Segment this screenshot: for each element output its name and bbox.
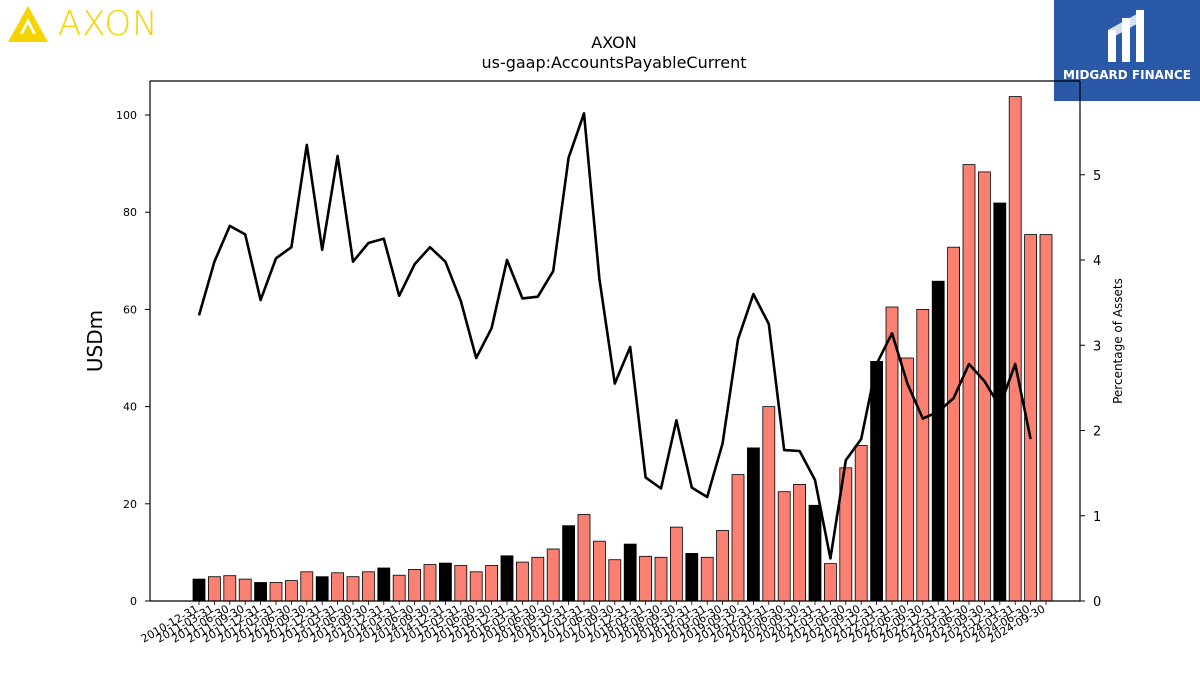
bar	[438, 562, 452, 602]
bar	[808, 504, 822, 602]
bar	[500, 555, 514, 602]
axon-logo-icon	[8, 6, 48, 42]
bar	[238, 578, 252, 602]
bar	[762, 406, 776, 602]
bar	[577, 514, 591, 602]
bar	[593, 540, 606, 602]
bar	[870, 360, 883, 602]
bar	[531, 556, 545, 602]
bar	[716, 530, 729, 602]
y-tick-label: 60	[123, 303, 137, 316]
bar	[454, 565, 468, 602]
y-tick-label: 20	[123, 498, 137, 511]
bar	[623, 543, 637, 602]
bar	[639, 555, 652, 602]
bar	[747, 447, 760, 602]
series-line	[197, 112, 1032, 560]
bar	[485, 565, 499, 602]
bar	[207, 576, 221, 602]
y2-axis-label: Percentage of Assets	[1111, 278, 1125, 404]
bar	[423, 564, 437, 602]
bar	[685, 553, 699, 602]
bar	[469, 571, 483, 602]
axon-logo-text: AXON	[58, 4, 159, 44]
midgard-logo-icon	[1108, 10, 1144, 62]
y-tick-label: 80	[123, 206, 137, 219]
y2-tick-label: 3	[1093, 339, 1101, 354]
bar	[361, 571, 375, 602]
chart-subtitle: us-gaap:AccountsPayableCurrent	[481, 53, 747, 72]
y-tick-label: 40	[123, 401, 137, 414]
bar	[562, 525, 575, 602]
y2-tick-label: 5	[1093, 169, 1101, 184]
bar	[269, 582, 283, 602]
bar	[377, 567, 391, 602]
bar	[793, 483, 806, 602]
y2-tick-label: 0	[1093, 595, 1101, 610]
bar	[654, 556, 668, 602]
y-tick-label: 0	[130, 595, 137, 608]
bar	[916, 308, 930, 602]
bar	[931, 280, 945, 602]
y-axis-label: USDm	[83, 310, 107, 372]
chart-title: AXON	[591, 33, 637, 52]
bar	[392, 574, 406, 602]
bar	[254, 582, 268, 602]
y-tick-label: 100	[116, 109, 137, 122]
y2-tick-label: 1	[1093, 510, 1101, 525]
bar	[700, 556, 714, 602]
bar	[670, 526, 683, 602]
bar	[1008, 96, 1022, 602]
bar	[824, 563, 837, 602]
bar	[608, 559, 622, 602]
bar	[408, 569, 422, 602]
bar	[516, 561, 529, 602]
bar	[947, 246, 960, 602]
bar	[731, 474, 745, 602]
bar	[315, 576, 329, 602]
bar	[331, 572, 345, 602]
bar	[223, 575, 237, 602]
bar	[777, 491, 791, 602]
bar	[284, 580, 298, 602]
y2-tick-label: 4	[1093, 254, 1101, 269]
axon-logo: AXON	[6, 4, 159, 44]
midgard-finance-logo: MIDGARD FINANCE	[1054, 0, 1200, 101]
bar	[546, 548, 560, 602]
bar	[346, 576, 360, 602]
bar	[300, 571, 314, 602]
bar	[192, 578, 206, 602]
bar	[854, 445, 868, 602]
bar	[962, 164, 976, 602]
y2-tick-label: 2	[1093, 425, 1101, 440]
bar	[1039, 234, 1053, 602]
midgard-logo-text: MIDGARD FINANCE	[1063, 68, 1191, 82]
